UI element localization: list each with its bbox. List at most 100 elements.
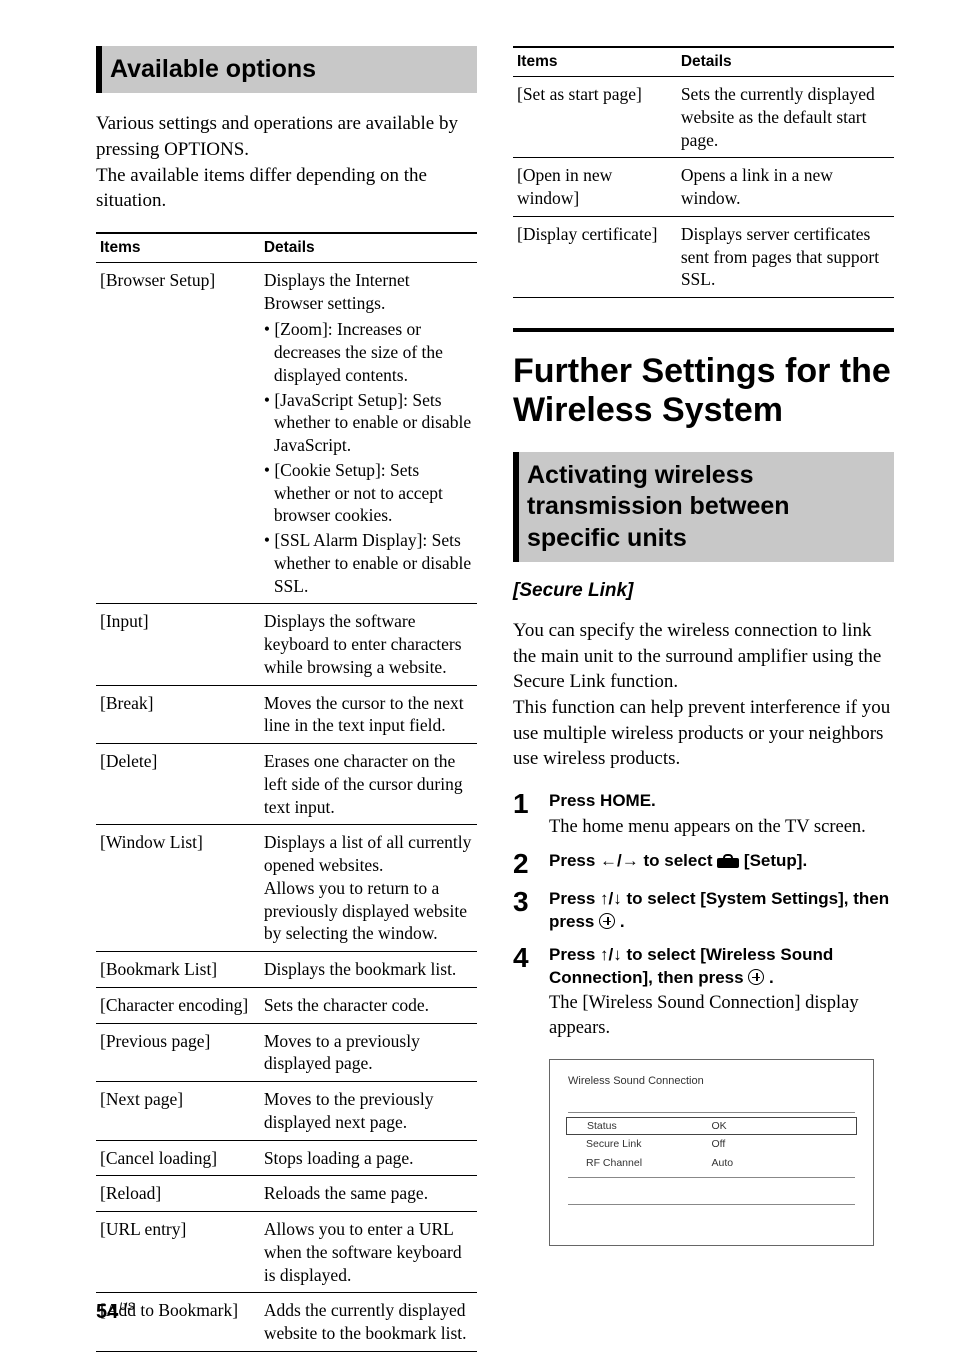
options-table-left: Items Details [Browser Setup] Displays t… [96, 232, 477, 1352]
item-cell: [Character encoding] [96, 987, 260, 1023]
detail-cell: Sets the currently displayed website as … [677, 77, 894, 158]
item-cell: [Reload] [96, 1176, 260, 1212]
section-divider: Further Settings for the Wireless System [513, 328, 894, 430]
table-row: [Browser Setup] Displays the Internet Br… [96, 262, 477, 604]
detail-cell: Erases one character on the left side of… [260, 744, 477, 825]
screenshot-row: RF Channel Auto [568, 1154, 855, 1173]
item-cell: [Display certificate] [513, 216, 677, 297]
further-settings-heading: Further Settings for the Wireless System [513, 352, 894, 430]
table-row: [Window List] Displays a list of all cur… [96, 825, 477, 952]
detail-cell: Displays a list of all currently opened … [260, 825, 477, 952]
item-cell: [URL entry] [96, 1212, 260, 1293]
step-3: 3 Press ↑/↓ to select [System Settings],… [513, 888, 894, 934]
step-text: . [615, 912, 624, 931]
enter-icon [748, 969, 764, 985]
screenshot-footer-line [568, 1204, 855, 1205]
detail-cell: Stops loading a page. [260, 1140, 477, 1176]
detail-cell: Adds the currently displayed website to … [260, 1293, 477, 1352]
screenshot-row-selected: Status OK [566, 1117, 857, 1136]
left-column: Available options Various settings and o… [96, 46, 477, 1352]
page-number: 54US [96, 1301, 135, 1324]
table-row: [Open in new window] Opens a link in a n… [513, 158, 894, 217]
step-text: to select [639, 851, 717, 870]
item-cell: [Previous page] [96, 1023, 260, 1082]
col-header-details: Details [677, 47, 894, 77]
item-cell: [Window List] [96, 825, 260, 952]
table-row: [Display certificate] Displays server ce… [513, 216, 894, 297]
step-title: Press HOME. [549, 790, 894, 813]
detail-text: Displays the Internet Browser settings. [264, 270, 410, 313]
detail-cell: Allows you to enter a URL when the softw… [260, 1212, 477, 1293]
table-row: [Reload] Reloads the same page. [96, 1176, 477, 1212]
step-1: 1 Press HOME. The home menu appears on t… [513, 790, 894, 840]
table-row: [Input] Displays the software keyboard t… [96, 604, 477, 685]
step-title: Press ←/→ to select [Setup]. [549, 850, 894, 873]
screenshot-value: Off [712, 1137, 856, 1152]
arrow-left-right-icon: ←/→ [600, 851, 639, 870]
table-row: [Bookmark List] Displays the bookmark li… [96, 952, 477, 988]
step-text: Press [549, 945, 600, 964]
detail-cell: Opens a link in a new window. [677, 158, 894, 217]
item-cell: [Cancel loading] [96, 1140, 260, 1176]
table-row: [Break] Moves the cursor to the next lin… [96, 685, 477, 744]
sublist-item: [JavaScript Setup]: Sets whether to enab… [264, 389, 473, 457]
step-4: 4 Press ↑/↓ to select [Wireless Sound Co… [513, 944, 894, 1042]
table-row: [Character encoding] Sets the character … [96, 987, 477, 1023]
step-desc: The [Wireless Sound Connection] display … [549, 991, 894, 1041]
col-header-details: Details [260, 233, 477, 263]
browser-sublist: [Zoom]: Increases or decreases the size … [264, 318, 473, 597]
screenshot-key: Secure Link [568, 1137, 712, 1152]
item-cell: [Open in new window] [513, 158, 677, 217]
enter-icon [599, 913, 615, 929]
step-number: 1 [513, 790, 535, 840]
step-number: 3 [513, 888, 535, 934]
steps-list: 1 Press HOME. The home menu appears on t… [513, 790, 894, 1042]
sublist-item: [Cookie Setup]: Sets whether or not to a… [264, 459, 473, 527]
detail-cell: Displays server certificates sent from p… [677, 216, 894, 297]
table-row: [Cancel loading] Stops loading a page. [96, 1140, 477, 1176]
available-options-intro: Various settings and operations are avai… [96, 111, 477, 214]
step-number: 2 [513, 850, 535, 878]
step-title: Press ↑/↓ to select [Wireless Sound Conn… [549, 944, 894, 990]
item-cell: [Browser Setup] [96, 262, 260, 604]
screenshot-value: Auto [712, 1156, 856, 1171]
step-number: 4 [513, 944, 535, 1042]
step-text: Press [549, 889, 600, 908]
step-title: Press ↑/↓ to select [System Settings], t… [549, 888, 894, 934]
step-text: Press [549, 851, 600, 870]
table-row: [Add to Bookmark] Adds the currently dis… [96, 1293, 477, 1352]
page-num-value: 54 [96, 1301, 118, 1323]
options-table-right: Items Details [Set as start page] Sets t… [513, 46, 894, 298]
item-cell: [Input] [96, 604, 260, 685]
screenshot-key: Status [569, 1119, 712, 1134]
screenshot-value: OK [712, 1119, 855, 1134]
available-options-heading: Available options [96, 46, 477, 93]
table-row: [URL entry] Allows you to enter a URL wh… [96, 1212, 477, 1293]
step-desc: The home menu appears on the TV screen. [549, 815, 894, 840]
item-cell: [Delete] [96, 744, 260, 825]
sublist-item: [SSL Alarm Display]: Sets whether to ena… [264, 529, 473, 597]
item-cell: [Bookmark List] [96, 952, 260, 988]
setup-icon [717, 854, 739, 868]
arrow-up-down-icon: ↑/↓ [600, 889, 622, 908]
screenshot-title: Wireless Sound Connection [568, 1074, 855, 1089]
wireless-sound-screenshot: Wireless Sound Connection Status OK Secu… [549, 1059, 874, 1245]
table-row: [Next page] Moves to the previously disp… [96, 1082, 477, 1141]
detail-cell: Moves the cursor to the next line in the… [260, 685, 477, 744]
step-text: . [764, 968, 773, 987]
item-cell: [Set as start page] [513, 77, 677, 158]
detail-cell: Moves to a previously displayed page. [260, 1023, 477, 1082]
detail-cell: Moves to the previously displayed next p… [260, 1082, 477, 1141]
page-columns: Available options Various settings and o… [96, 46, 894, 1352]
col-header-items: Items [96, 233, 260, 263]
secure-link-label: [Secure Link] [513, 580, 894, 602]
detail-cell: Displays the Internet Browser settings. … [260, 262, 477, 604]
screenshot-key: RF Channel [568, 1156, 712, 1171]
step-text: [Setup]. [739, 851, 807, 870]
detail-cell: Reloads the same page. [260, 1176, 477, 1212]
screenshot-row: Secure Link Off [568, 1135, 855, 1154]
page-region: US [119, 1301, 134, 1313]
activating-wireless-heading: Activating wireless transmission between… [513, 452, 894, 562]
right-column: Items Details [Set as start page] Sets t… [513, 46, 894, 1352]
table-row: [Delete] Erases one character on the lef… [96, 744, 477, 825]
